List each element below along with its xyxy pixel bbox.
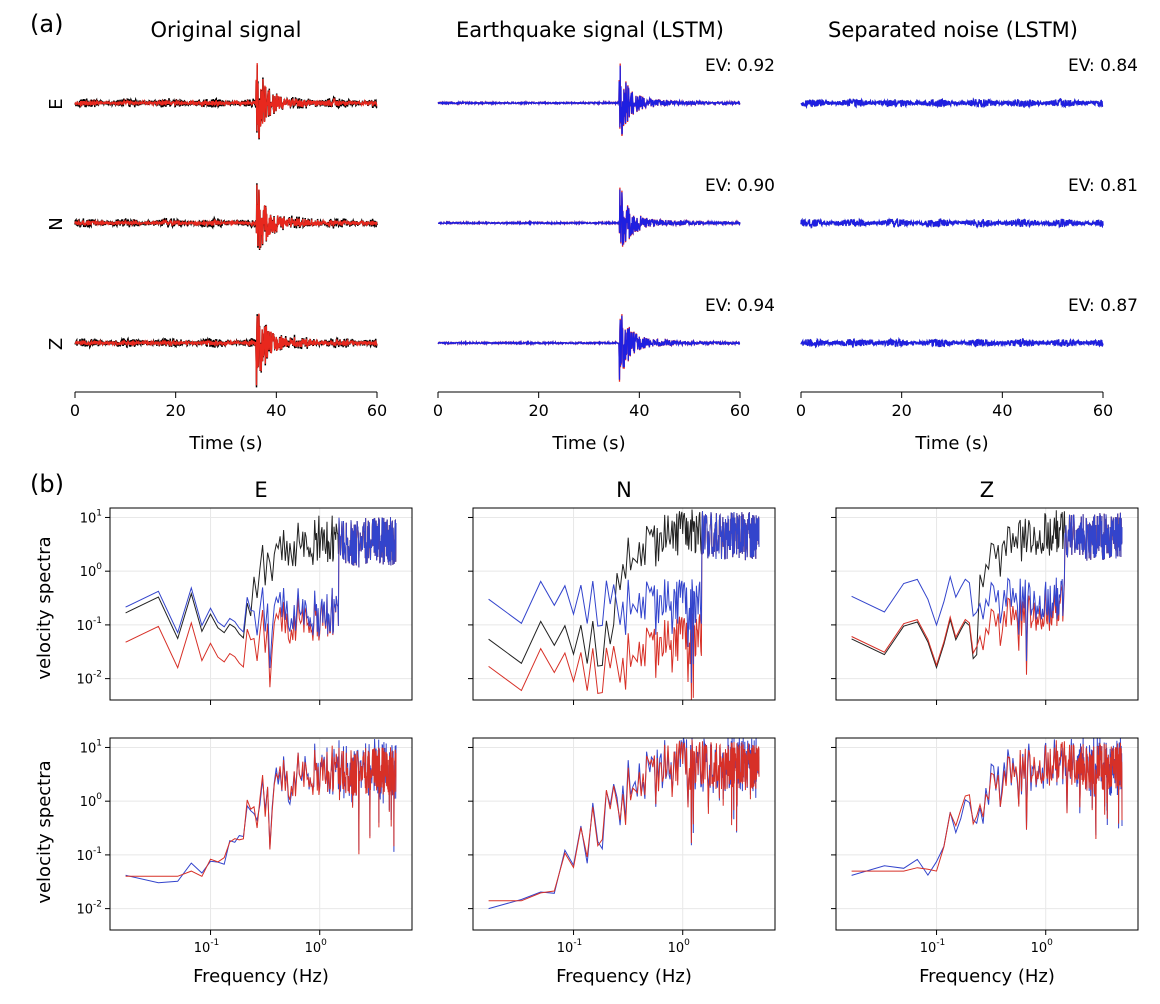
- spectra-ytick-label-E-row2-1: 100: [80, 792, 103, 810]
- trace-reference-N: [74, 184, 378, 249]
- trace-signal-reference-N: [438, 187, 741, 247]
- column-title-noise: Separated noise (LSTM): [828, 18, 1078, 42]
- trace-noise-lstm-E: [800, 97, 1104, 109]
- spectrum-reference-N-row2: [488, 739, 760, 902]
- spectra-ytick-label-E-row1-10: 101: [80, 508, 102, 526]
- spectrum-lstm-Z-row1: [851, 512, 1123, 662]
- time-tick-label-noise-60: 60: [1093, 401, 1113, 420]
- ev-label-noise-n: EV: 0.81: [1068, 176, 1138, 196]
- spectra-ytick-label-E-row1-1: 100: [80, 562, 103, 580]
- spectra-title-z: Z: [980, 478, 994, 502]
- spectra-panel-N-row2: 10-1 100: [468, 737, 776, 956]
- spectra-panel-N-row1: [468, 507, 776, 705]
- time-xlabel-original: Time (s): [188, 433, 262, 454]
- frequency-xlabel-z: Frequency (Hz): [919, 966, 1055, 987]
- panel-label-b: (b): [30, 470, 64, 498]
- spectra-frame-N-row1: [472, 507, 776, 701]
- time-axes: 0 20 40 60 Time (s) 0 20 40 60 Time (s) 0 20 40 60 Tim…: [70, 391, 1113, 454]
- ylabel-row2-group: velocity spectra: [34, 760, 55, 903]
- spectra-ytick-label-E-row2-10: 101: [80, 738, 102, 756]
- ev-label-signal-n: EV: 0.90: [705, 176, 775, 196]
- spectra-xtick-label-Z-row2-1: 100: [1031, 938, 1054, 956]
- spectra-ylabel-row2: velocity spectra: [34, 760, 55, 903]
- time-tick-label-signal-20: 20: [528, 401, 548, 420]
- spectra-panel-E-row2: 10-2 10-1 100 101 10-1 100: [76, 737, 413, 956]
- frequency-xlabel-n: Frequency (Hz): [556, 966, 692, 987]
- spectra-ytick-label-E-row1-0.1: 10-1: [76, 616, 102, 634]
- spectra-xtick-label-E-row2-1: 100: [305, 938, 328, 956]
- spectra-frame-N-row2: [472, 737, 776, 931]
- spectra-frame-E-row1: [109, 507, 413, 701]
- trace-reference-Z: [74, 313, 378, 386]
- time-tick-label-noise-40: 40: [992, 401, 1012, 420]
- time-tick-label-signal-60: 60: [730, 401, 750, 420]
- column-title-original: Original signal: [151, 18, 302, 42]
- trace-original-Z: [74, 314, 378, 388]
- spectra-xtick-label-E-row2-0.1: 10-1: [194, 938, 220, 956]
- channel-label-n-group: N: [46, 217, 67, 230]
- ev-label-signal-e: EV: 0.92: [705, 56, 775, 76]
- spectrum-original-N-row1: [488, 509, 760, 667]
- channel-label-z: Z: [46, 338, 67, 350]
- frequency-xlabel-e: Frequency (Hz): [193, 966, 329, 987]
- spectra-xtick-label-N-row2-0.1: 10-1: [557, 938, 583, 956]
- spectra-panel-Z-row1: [831, 507, 1139, 705]
- spectra-panel-E-row1: 10-2 10-1 100 101: [76, 507, 413, 705]
- time-xlabel-signal: Time (s): [551, 433, 625, 454]
- time-tick-label-original-20: 20: [165, 401, 185, 420]
- spectrum-lstm-E-row1: [125, 517, 397, 669]
- spectra-title-e: E: [254, 478, 267, 502]
- spectra-panel-Z-row2: 10-1 100: [831, 737, 1139, 956]
- spectra-ylabel-row1: velocity spectra: [34, 536, 55, 679]
- spectra-frame-Z-row2: [835, 737, 1139, 931]
- ev-label-noise-z: EV: 0.87: [1068, 296, 1138, 316]
- ev-label-noise-e: EV: 0.84: [1068, 56, 1138, 76]
- time-tick-label-original-60: 60: [367, 401, 387, 420]
- spectrum-reference-Z-row2: [851, 740, 1123, 872]
- spectra-ytick-label-E-row1-0.01: 10-2: [76, 670, 102, 688]
- spectra-ytick-label-E-row2-0.1: 10-1: [76, 846, 102, 864]
- time-tick-label-signal-0: 0: [433, 401, 443, 420]
- spectra-frame-Z-row1: [835, 507, 1139, 701]
- time-tick-label-noise-20: 20: [891, 401, 911, 420]
- ev-label-signal-z: EV: 0.94: [705, 296, 775, 316]
- time-tick-label-original-0: 0: [70, 401, 80, 420]
- spectrum-reference-E-row2: [125, 745, 397, 877]
- spectra-frame-E-row2: [109, 737, 413, 931]
- spectrum-lstm-N-row2: [488, 737, 760, 910]
- trace-signal-reference-E: [437, 63, 741, 137]
- channel-label-e-group: E: [46, 98, 67, 109]
- time-tick-label-noise-0: 0: [796, 401, 806, 420]
- trace-signal-lstm-N: [438, 189, 741, 246]
- spectra-ytick-label-E-row2-0.01: 10-2: [76, 900, 102, 918]
- ylabel-row1-group: velocity spectra: [34, 536, 55, 679]
- channel-label-n: N: [46, 217, 67, 230]
- spectrum-lstm-N-row1: [488, 511, 760, 683]
- trace-signal-lstm-Z: [437, 315, 741, 380]
- waveform-traces: [74, 63, 1104, 388]
- time-xlabel-noise: Time (s): [914, 433, 988, 454]
- panel-label-a: (a): [30, 10, 63, 38]
- explained-variance-labels: EV: 0.92 EV: 0.90 EV: 0.94 EV: 0.84 EV: …: [705, 56, 1138, 316]
- trace-noise-lstm-N: [800, 217, 1104, 229]
- spectra-xtick-label-Z-row2-0.1: 10-1: [920, 938, 946, 956]
- trace-original-N: [74, 183, 378, 251]
- time-tick-label-original-40: 40: [266, 401, 286, 420]
- trace-signal-lstm-E: [437, 65, 741, 135]
- trace-signal-reference-Z: [437, 314, 741, 382]
- channel-label-z-group: Z: [46, 338, 67, 350]
- spectra-title-n: N: [616, 478, 632, 502]
- time-tick-label-signal-40: 40: [629, 401, 649, 420]
- trace-reference-E: [74, 63, 378, 139]
- trace-noise-lstm-Z: [800, 337, 1104, 349]
- spectra-xtick-label-N-row2-1: 100: [668, 938, 691, 956]
- column-title-earthquake: Earthquake signal (LSTM): [456, 18, 724, 42]
- channel-label-e: E: [46, 98, 67, 109]
